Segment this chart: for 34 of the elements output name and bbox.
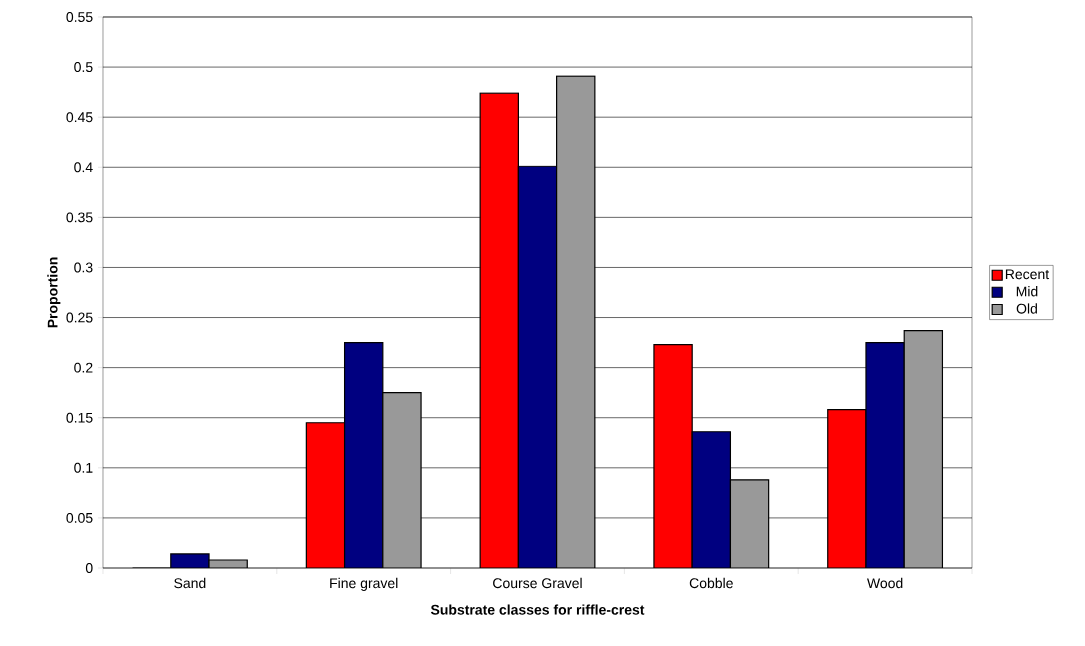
y-tick-label: 0.4 xyxy=(74,162,93,173)
y-tick-label: 0.5 xyxy=(74,62,93,73)
x-tick-label: Course Gravel xyxy=(493,577,582,589)
y-tick-label: 0.25 xyxy=(66,312,93,323)
y-tick-label: 0.45 xyxy=(66,112,93,123)
y-tick-label: 0 xyxy=(85,563,93,573)
bar xyxy=(343,341,384,568)
y-tick-label: 0.35 xyxy=(66,212,93,223)
bar xyxy=(556,75,596,568)
bar xyxy=(865,341,905,568)
y-tick-label: 0.2 xyxy=(74,362,93,373)
x-tick-label: Cobble xyxy=(689,577,733,589)
bar xyxy=(382,392,422,568)
bar xyxy=(729,479,770,568)
legend-label: Recent xyxy=(1005,269,1050,280)
y-tick-label: 0.3 xyxy=(74,262,93,273)
legend-label: Mid xyxy=(1016,286,1038,297)
x-tick-label: Sand xyxy=(174,577,206,589)
y-tick-label: 0.55 xyxy=(66,12,93,22)
y-axis-title: Proportion xyxy=(47,257,61,328)
bar xyxy=(903,329,944,568)
x-axis-title: Substrate classes for riffle-crest xyxy=(430,604,645,615)
x-tick-label: Fine gravel xyxy=(330,577,398,591)
bar xyxy=(517,165,558,568)
bar xyxy=(479,92,519,568)
bar xyxy=(653,343,693,568)
bar xyxy=(827,409,867,568)
y-tick-label: 0.1 xyxy=(74,462,93,473)
legend-label: Old xyxy=(1016,303,1037,314)
y-tick-label: 0.15 xyxy=(66,412,93,423)
bar xyxy=(305,422,346,568)
x-tick-label: Wood xyxy=(867,577,903,589)
bar xyxy=(691,431,732,568)
y-tick-label: 0.05 xyxy=(66,512,93,523)
